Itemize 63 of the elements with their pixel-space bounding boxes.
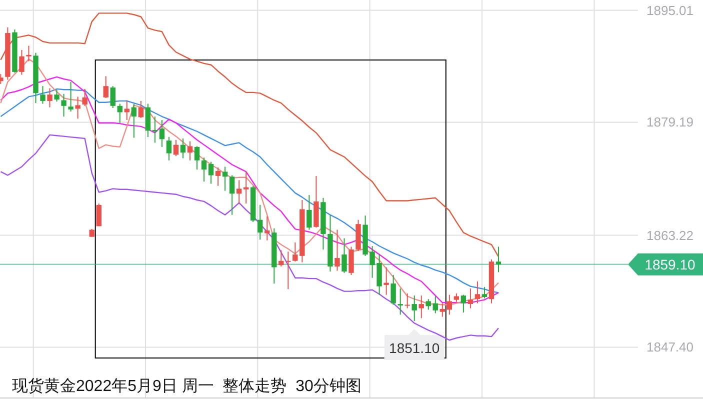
candlestick — [432, 296, 438, 314]
candlestick — [306, 194, 312, 230]
candlestick — [40, 86, 46, 104]
candlestick — [201, 157, 207, 182]
candlestick — [82, 88, 88, 106]
candlestick — [342, 238, 347, 274]
candlestick — [138, 100, 144, 118]
candlestick — [215, 166, 221, 186]
candlestick — [390, 274, 396, 306]
candlestick — [145, 103, 151, 138]
candlestick — [159, 120, 165, 148]
candlestick — [482, 286, 488, 299]
y-tick-label: 1847.40 — [646, 340, 694, 355]
candlestick — [54, 89, 60, 102]
candlestick — [180, 138, 186, 159]
candlestick — [166, 136, 172, 161]
candlestick — [229, 174, 235, 216]
line-series — [0, 12, 500, 258]
candlestick — [68, 81, 74, 112]
candlestick — [468, 288, 474, 309]
candlestick — [47, 88, 52, 108]
candlestick — [131, 103, 137, 138]
line-series — [0, 134, 500, 341]
candlestick — [278, 250, 284, 268]
y-tick-label: 1863.22 — [646, 228, 694, 243]
candlestick — [398, 288, 403, 316]
candlestick — [460, 294, 466, 314]
candlestick — [404, 292, 410, 309]
candlestick — [19, 50, 24, 76]
candlestick — [26, 45, 32, 62]
candlestick — [61, 93, 66, 118]
candlestick — [348, 246, 354, 276]
candlestick — [243, 171, 249, 204]
candlestick — [194, 146, 200, 170]
candlestick — [124, 100, 130, 121]
candlestick — [152, 116, 158, 144]
candlestick — [110, 86, 116, 109]
candlestick — [103, 76, 108, 99]
text: 现货黄金2022年5月9日 周一 整体走势 30分钟图 — [12, 377, 362, 395]
candlestick — [440, 302, 445, 318]
candlestick — [384, 266, 389, 296]
candlestick — [173, 139, 179, 157]
candlestick — [286, 251, 291, 290]
candlestick — [426, 298, 431, 310]
y-tick-label: 1879.19 — [646, 114, 694, 130]
candlestick — [334, 229, 340, 272]
candlestick — [446, 294, 452, 316]
candlestick — [117, 103, 122, 124]
candlestick — [236, 180, 242, 204]
candlestick — [496, 246, 502, 273]
candlestick — [412, 295, 417, 322]
annotation: 1851.10 — [389, 340, 440, 356]
candlestick — [258, 204, 263, 240]
y-tick-label: 1895.01 — [646, 2, 694, 18]
candlestick — [418, 295, 424, 319]
candlestick — [264, 216, 270, 241]
candlestick — [96, 203, 102, 227]
candlestick — [75, 96, 80, 120]
candlestick — [474, 280, 480, 304]
candlestick — [187, 140, 193, 161]
candlestick — [208, 161, 214, 184]
candlestick — [222, 166, 228, 192]
ref-line-label: 1859.10 — [644, 256, 696, 272]
